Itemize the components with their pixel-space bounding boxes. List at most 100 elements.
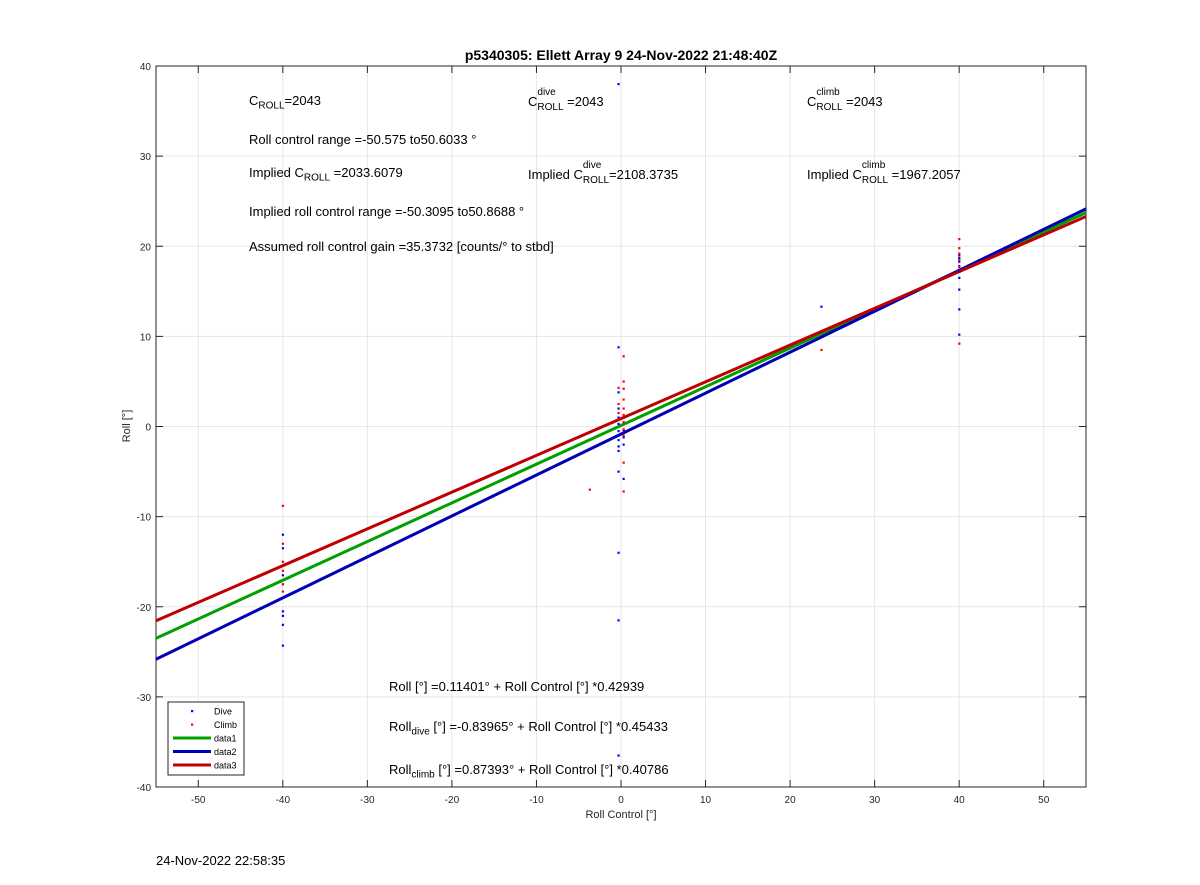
point-dive — [617, 445, 620, 448]
annotation-fit-dive: Rolldive [°] =-0.83965° + Roll Control [… — [389, 719, 668, 738]
point-climb — [281, 560, 285, 563]
point-climb — [622, 387, 625, 390]
annotation-gain: Assumed roll control gain =35.3732 [coun… — [249, 239, 554, 254]
x-tick-label: 40 — [954, 795, 966, 806]
x-tick-label: 50 — [1038, 795, 1050, 806]
point-dive — [617, 346, 620, 349]
point-climb — [622, 398, 625, 401]
y-axis-label: Roll [°] — [121, 410, 133, 443]
point-climb — [622, 413, 625, 416]
legend-label-data3: data3 — [214, 761, 237, 771]
point-dive — [617, 551, 620, 554]
legend-marker-climb — [191, 723, 194, 726]
point-climb — [281, 504, 285, 508]
x-tick-label: -50 — [191, 795, 206, 806]
point-climb — [281, 583, 285, 586]
annotation-implied-croll: Implied CROLL =2033.6079 — [249, 165, 403, 183]
x-tick-label: -20 — [445, 795, 460, 806]
point-climb — [617, 411, 620, 415]
point-climb — [622, 355, 625, 358]
legend-label-dive: Dive — [214, 707, 232, 717]
annotation-fit-climb: Rollclimb [°] =0.87393° + Roll Control [… — [389, 762, 669, 780]
point-climb — [958, 247, 961, 250]
y-tick-label: -30 — [137, 693, 152, 704]
point-dive — [958, 270, 961, 273]
print-timestamp: 24-Nov-2022 22:58:35 — [156, 853, 286, 868]
annotation-roll-range: Roll control range =-50.575 to50.6033 ° — [249, 132, 477, 147]
y-tick-label: 0 — [145, 423, 151, 434]
point-dive — [617, 434, 620, 437]
legend-label-data2: data2 — [214, 747, 237, 757]
point-climb — [958, 342, 961, 345]
x-axis-label: Roll Control [°] — [585, 809, 656, 821]
point-climb — [622, 428, 625, 431]
croll-dive-value: =2043 — [563, 94, 604, 109]
point-dive — [958, 308, 961, 311]
fit-dive-equation: [°] =-0.83965° + Roll Control [°] *0.454… — [429, 719, 668, 734]
point-dive — [958, 276, 961, 279]
point-climb — [622, 461, 625, 464]
point-climb — [281, 569, 285, 572]
point-dive — [622, 443, 625, 446]
implied-croll-dive-value: =2108.3735 — [609, 167, 679, 182]
fit-climb-equation: [°] =0.87393° + Roll Control [°] *0.4078… — [434, 762, 669, 777]
y-tick-label: -10 — [137, 513, 152, 524]
point-climb — [958, 238, 961, 241]
y-tick-label: -20 — [137, 603, 152, 614]
legend-label-data1: data1 — [214, 734, 237, 744]
implied-croll-dive-prefix: Implied C — [528, 167, 583, 182]
implied-croll-climb-value: =1967.2057 — [888, 167, 961, 182]
x-tick-label: 0 — [618, 795, 624, 806]
x-tick-label: 10 — [700, 795, 712, 806]
x-tick-label: 20 — [785, 795, 797, 806]
point-dive — [958, 256, 961, 260]
point-climb — [958, 265, 961, 269]
point-climb — [622, 420, 625, 424]
point-dive — [958, 333, 961, 336]
croll-climb-symbol: C — [807, 94, 817, 109]
x-tick-label: -10 — [529, 795, 544, 806]
fit-line-data3 — [155, 215, 1087, 623]
point-climb — [622, 490, 625, 493]
point-climb — [958, 252, 961, 255]
croll-value: =2043 — [284, 93, 322, 108]
point-dive — [281, 623, 285, 626]
point-climb — [622, 434, 625, 437]
point-climb — [617, 402, 620, 406]
implied-croll-dive-superscript: dive — [582, 160, 602, 171]
fit-dive-subscript: dive — [411, 726, 430, 738]
y-tick-label: -40 — [137, 783, 152, 794]
point-dive — [958, 288, 961, 291]
point-dive — [281, 644, 285, 647]
croll-dive-symbol: C — [528, 94, 538, 109]
point-dive — [958, 260, 961, 263]
point-climb — [617, 418, 620, 421]
point-dive — [617, 416, 620, 419]
annotation-croll: CROLL=2043 — [249, 93, 322, 111]
point-dive — [281, 596, 285, 599]
point-dive — [281, 574, 285, 577]
y-tick-label: 20 — [140, 242, 152, 253]
point-climb — [622, 380, 625, 383]
implied-croll-climb-superscript: climb — [861, 160, 886, 171]
point-dive — [617, 83, 620, 86]
point-dive — [622, 477, 625, 480]
implied-croll-climb-prefix: Implied C — [807, 167, 862, 182]
point-dive — [617, 430, 620, 433]
croll-climb-value: =2043 — [842, 94, 883, 109]
croll-dive-subscript: ROLL — [537, 102, 564, 113]
point-dive — [617, 439, 620, 442]
croll-dive-superscript: dive — [537, 87, 556, 98]
point-dive — [281, 533, 285, 536]
croll-climb-subscript: ROLL — [816, 102, 843, 113]
x-tick-label: -40 — [276, 795, 291, 806]
point-dive — [617, 470, 620, 473]
implied-croll-prefix: Implied C — [249, 165, 304, 180]
fit-dive-prefix: Roll — [389, 719, 412, 734]
point-climb — [958, 258, 961, 261]
implied-croll-dive-subscript: ROLL — [582, 175, 610, 186]
point-dive — [617, 391, 620, 394]
